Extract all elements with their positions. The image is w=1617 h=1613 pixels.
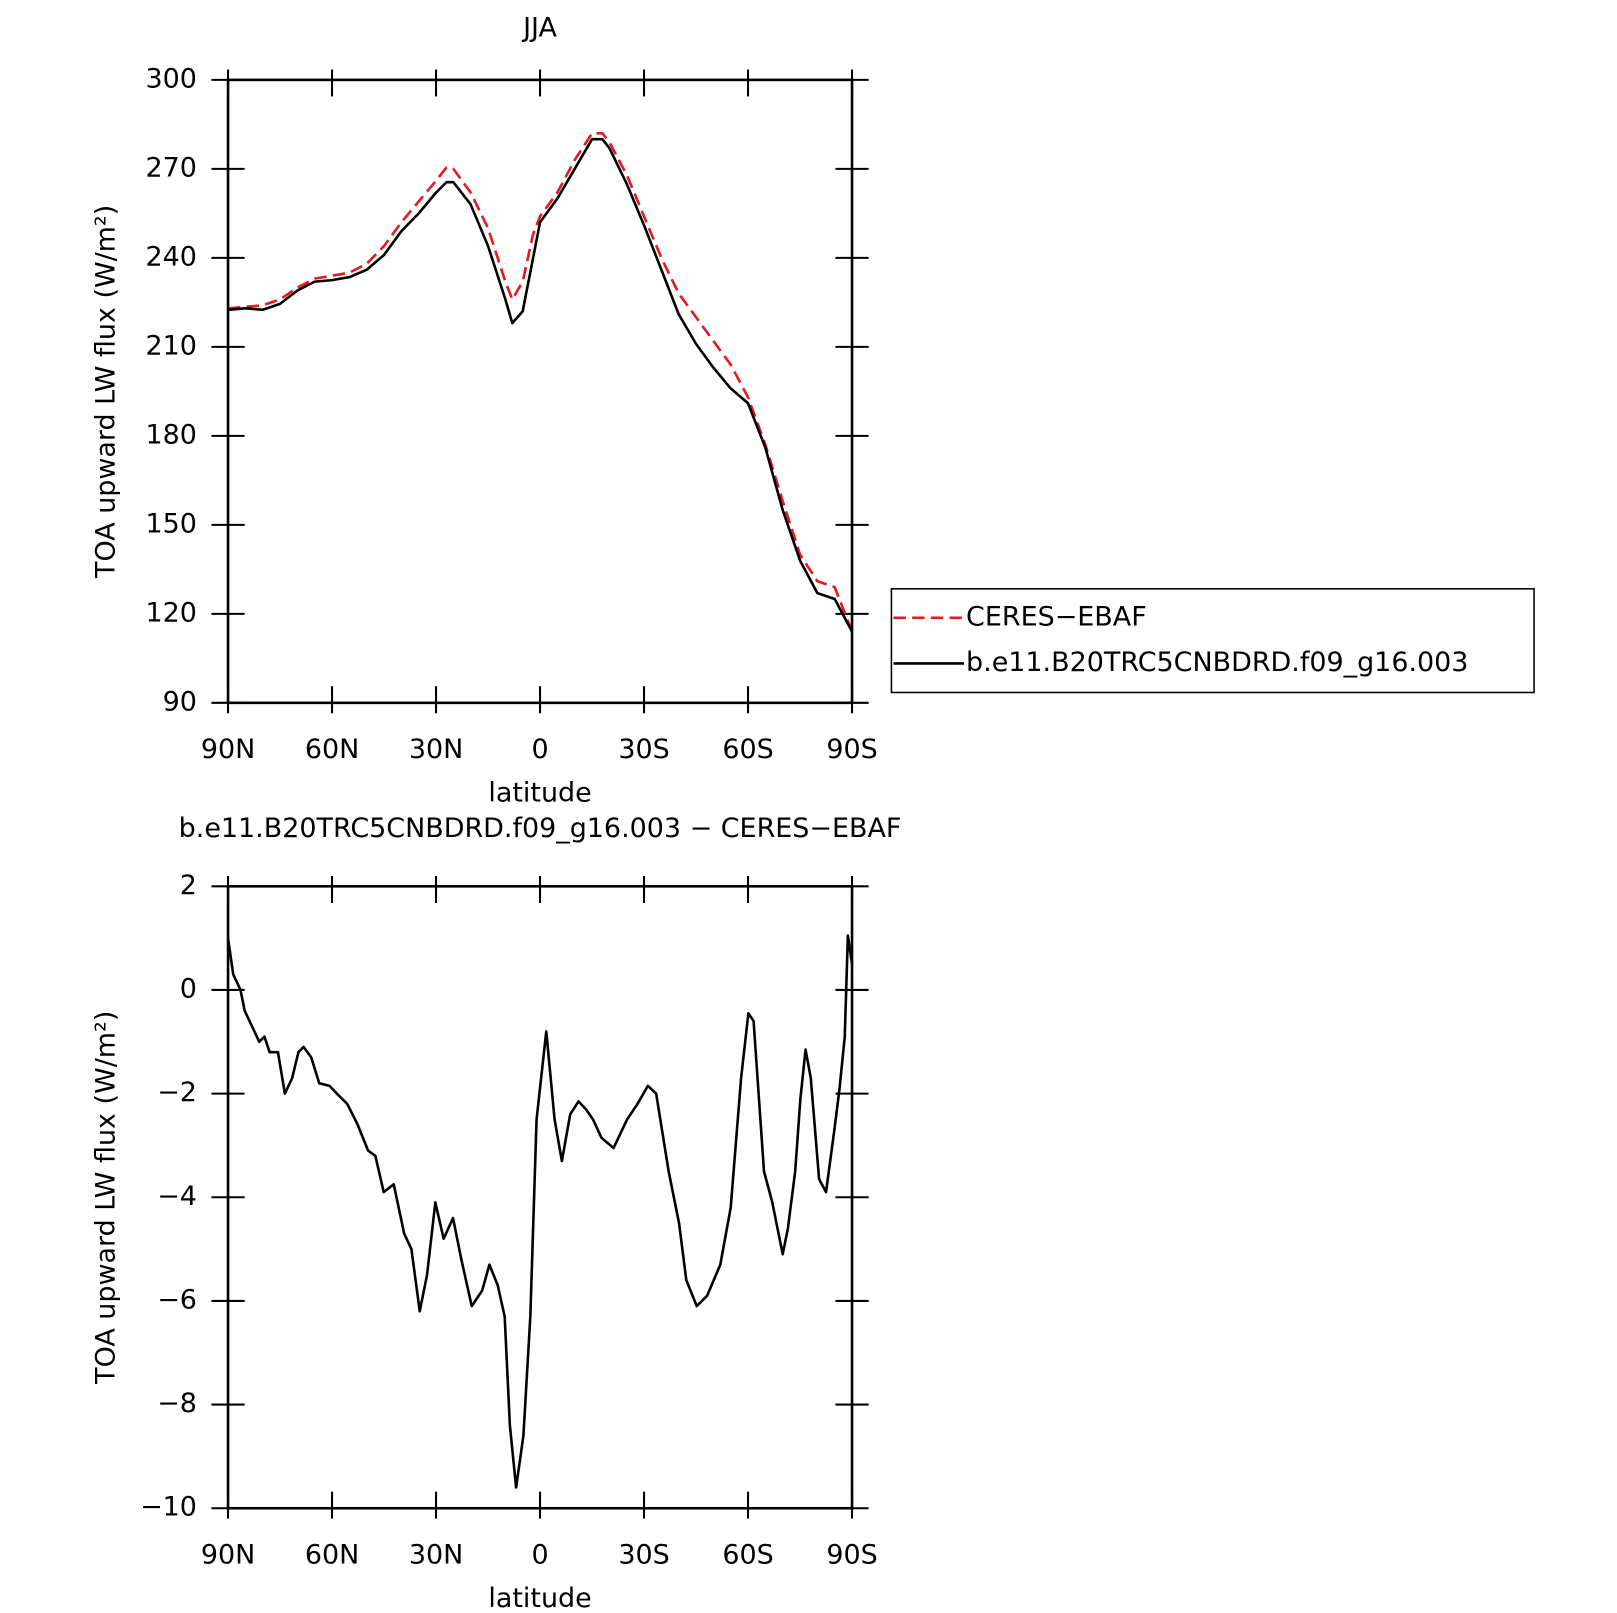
x-tick-label: 30S	[618, 1539, 669, 1570]
x-tick-label: 60S	[722, 734, 773, 765]
y-tick-label: 120	[146, 597, 197, 628]
x-axis-label: latitude	[488, 1583, 591, 1613]
y-tick-label: −8	[157, 1388, 197, 1419]
y-tick-label: 210	[146, 330, 197, 361]
x-tick-label: 60N	[305, 1539, 359, 1570]
data-line	[226, 934, 854, 1489]
data-line	[227, 131, 854, 633]
plot-frame	[226, 78, 854, 705]
legend-box	[890, 588, 1535, 694]
legend-label: b.e11.B20TRC5CNBDRD.f09_g16.003	[966, 647, 1468, 678]
x-tick-label: 30S	[618, 734, 669, 765]
y-tick-label: −2	[157, 1077, 197, 1108]
x-tick-label: 30N	[409, 734, 463, 765]
plot-frame	[226, 885, 854, 1510]
x-tick-label: 0	[531, 1539, 548, 1570]
y-tick-label: −10	[140, 1492, 197, 1523]
x-tick-label: 60N	[305, 734, 359, 765]
y-tick-label: 180	[146, 419, 197, 450]
legend-label: CERES−EBAF	[966, 601, 1147, 632]
x-tick-label: 60S	[722, 1539, 773, 1570]
y-tick-label: 0	[180, 973, 197, 1004]
x-tick-label: 0	[531, 734, 548, 765]
y-tick-label: 270	[146, 152, 197, 183]
y-tick-label: −4	[157, 1181, 197, 1212]
y-tick-label: 90	[163, 686, 197, 717]
y-axis-label: TOA upward LW flux (W/m²)	[90, 205, 121, 579]
y-tick-label: 300	[146, 63, 197, 94]
chart-title: b.e11.B20TRC5CNBDRD.f09_g16.003 − CERES−…	[179, 813, 902, 844]
x-tick-label: 90S	[826, 734, 877, 765]
y-axis-label: TOA upward LW flux (W/m²)	[90, 1011, 121, 1385]
y-tick-label: 240	[146, 241, 197, 272]
x-tick-label: 90N	[201, 734, 255, 765]
x-tick-label: 90N	[201, 1539, 255, 1570]
y-tick-label: 2	[180, 870, 197, 901]
y-tick-label: −6	[157, 1284, 197, 1315]
y-tick-label: 150	[146, 508, 197, 539]
x-tick-label: 30N	[409, 1539, 463, 1570]
x-axis-label: latitude	[488, 778, 591, 809]
data-line	[227, 137, 854, 633]
chart-title: JJA	[521, 13, 557, 44]
x-tick-label: 90S	[826, 1539, 877, 1570]
